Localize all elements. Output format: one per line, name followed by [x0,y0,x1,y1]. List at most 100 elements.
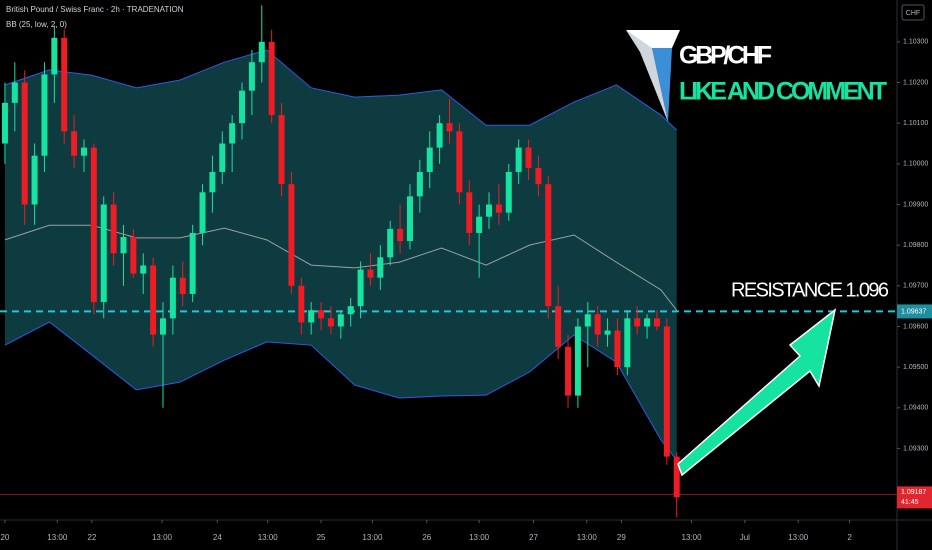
candle-body [298,285,305,323]
candle-body [663,326,670,457]
candle-body [486,204,493,217]
candle-body [416,171,423,197]
candle-body [614,330,621,368]
x-tick-label: 13:00 [47,533,68,542]
candle-body [160,318,167,335]
candle-body [71,131,78,156]
pair-label: GBP/CHF [679,42,772,70]
x-tick-label: 2 [847,533,852,542]
band-basis [4,224,678,311]
arrow [677,308,837,477]
candle-body [406,196,413,242]
x-tick-label: 13:00 [152,533,173,542]
x-tick-label: 13:00 [258,533,279,542]
logo-stem [652,48,672,122]
candle-body [574,326,581,396]
logo-top [626,30,680,48]
candle-body [239,90,246,124]
candle-body [397,228,404,242]
candle-body [258,41,265,63]
candle-body [90,147,97,303]
candle-body [31,155,38,205]
y-tick-label: 1.09400 [903,405,928,412]
y-tick-label: 1.10100 [903,120,928,127]
candle-body [377,257,384,278]
candle-body [555,306,562,347]
candle-body [347,306,354,315]
candle-body [644,318,651,327]
y-tick-label: 1.09700 [903,283,928,290]
candle-body [327,318,334,327]
candle-body [525,147,532,168]
x-tick-label: 29 [617,533,626,542]
candle-body [426,147,433,172]
candle-body [337,314,344,327]
candle-body [80,147,87,156]
x-tick-label: Jul [740,533,750,542]
y-tick-label: 1.09300 [903,445,928,452]
candle-body [653,318,660,327]
candle-body [100,204,107,303]
logo [626,30,680,122]
x-tick-label: 25 [317,533,326,542]
y-tick-label: 1.09500 [903,364,928,371]
band-fill [4,50,677,461]
candle-body [21,82,28,205]
symbol-title: British Pound / Swiss Franc · 2h · TRADE… [6,5,184,14]
candle-body [594,314,601,335]
candle-body [189,232,196,294]
cta-label: LIKE AND COMMENT [679,78,887,106]
resistance-label: RESISTANCE 1.096 [731,279,889,301]
currency-box [901,4,925,21]
candle-body [169,277,176,319]
candle-body [219,143,226,172]
candle-body [387,228,394,258]
candle-body [318,310,325,319]
candle-body [357,269,364,307]
candle-body [624,318,631,368]
x-tick-label: 22 [87,533,96,542]
candle-body [584,314,591,327]
logo-shade [626,30,668,122]
candle-body [456,131,463,193]
candle-body [268,41,275,116]
candle-body [120,237,127,254]
y-tick-label: 1.10300 [903,39,928,46]
candle-body [446,123,453,132]
candle-body [130,237,137,274]
resistance-price-box [897,304,932,319]
x-tick-label: 13:00 [469,533,490,542]
candle-body [51,37,58,75]
candle-body [673,456,680,498]
candle-body [308,310,315,323]
resistance-price-label: 1.09637 [901,308,926,315]
candle-body [495,204,502,213]
candle-body [466,192,473,233]
x-tick-label: 26 [422,533,431,542]
candle-body [545,184,552,307]
candle-body [505,171,512,213]
candle-body [199,192,206,233]
candle-body [535,167,542,185]
candle-body [288,184,295,286]
candle-body [565,346,572,396]
candle-body [436,123,443,148]
candle-body [367,269,374,278]
candle-body [278,115,285,185]
candle-body [515,147,522,172]
currency-label: CHF [906,10,920,17]
band-upper [4,49,678,131]
y-tick-label: 1.10000 [903,161,928,168]
candle-body [1,102,8,144]
x-tick-label: 13:00 [788,533,809,542]
plot-area [0,5,897,518]
x-tick-label: 24 [213,533,222,542]
candle-body [179,277,186,294]
indicator-label: BB (25, low, 2, 0) [6,20,67,29]
y-tick-label: 1.09800 [903,242,928,249]
candle-body [476,216,483,233]
x-tick-label: 27 [529,533,538,542]
candle-body [110,204,117,254]
candle-body [604,330,611,335]
